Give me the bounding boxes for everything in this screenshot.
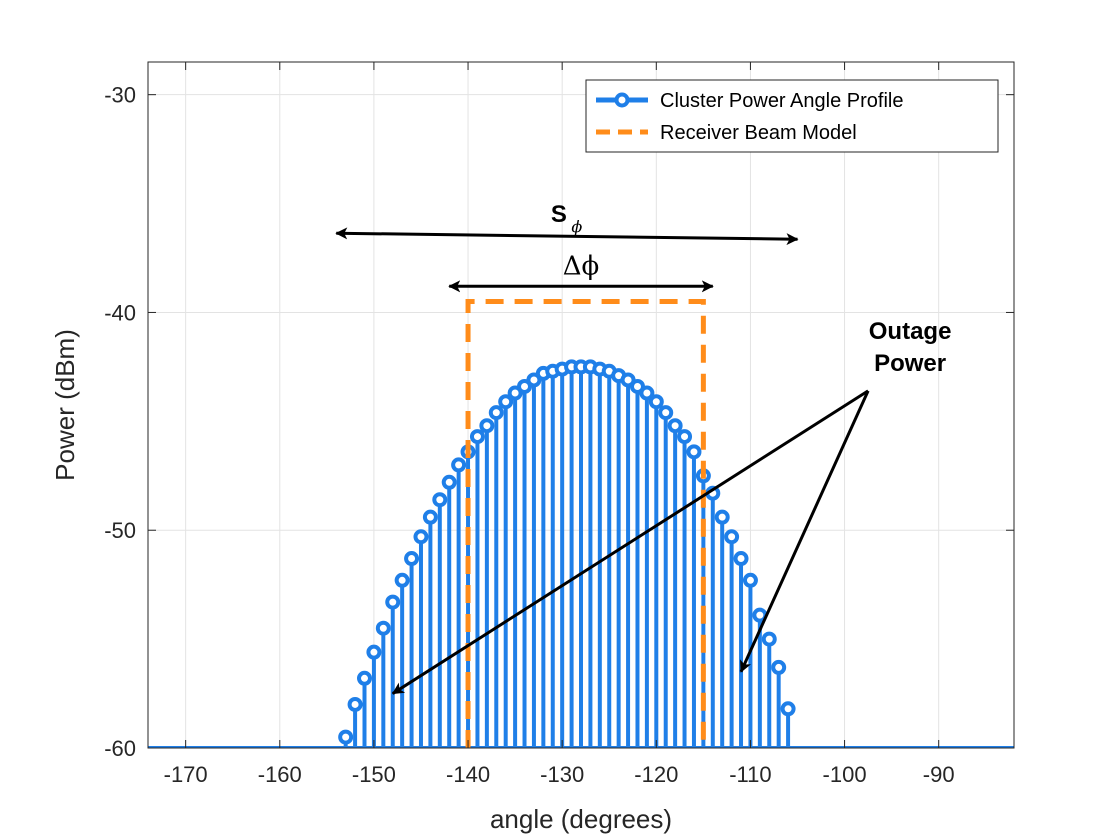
stem-marker [629,378,645,394]
stem-marker [479,418,495,434]
y-axis-label: Power (dBm) [50,329,80,481]
stem-marker [488,405,504,421]
stem-marker [677,429,693,445]
stem-marker [422,509,438,525]
legend-label-beam: Receiver Beam Model [660,122,857,144]
outage-arrow [391,389,869,695]
stem-marker [517,378,533,394]
x-tick-label: -100 [823,762,867,787]
x-tick-label: -90 [923,762,955,787]
x-tick-label: -120 [634,762,678,787]
stem-series [148,359,1014,748]
stem-marker [375,620,391,636]
x-tick-label: -140 [446,762,490,787]
stem-marker [507,385,523,401]
stem-marker [771,659,787,675]
stem-marker [394,572,410,588]
x-tick-label: -160 [258,762,302,787]
legend-swatch-marker [614,92,630,108]
stem-marker [667,418,683,434]
stem-marker [357,670,372,686]
delta-phi-label: Δϕ [563,251,600,281]
outage-label-line2: Power [874,350,946,377]
stem-marker [338,729,354,745]
x-axis-label: angle (degrees) [490,804,672,834]
y-tick-label: -30 [104,83,136,108]
outage-arrow [739,390,870,673]
stem-marker [526,372,542,388]
x-axis-ticks: -170 -160 -150 -140 -130 -120 -110 -100 -90 [164,62,955,787]
s-phi-subscript: ϕ [571,217,582,236]
x-tick-label: -170 [164,762,208,787]
y-tick-label: -60 [104,736,136,761]
stem-marker [404,551,420,567]
x-tick-label: -130 [540,762,584,787]
stem-marker [733,551,749,567]
y-axis-ticks: -60 -50 -40 -30 [104,83,1014,761]
outage-label-line1: Outage [869,318,952,345]
stem-marker [686,444,702,460]
stem-marker [742,572,758,588]
stem-marker [714,509,730,525]
stem-marker [366,644,382,660]
stem-marker [648,394,664,410]
y-tick-label: -50 [104,518,136,543]
stem-marker [385,594,401,610]
beam-series [465,299,706,748]
beam-line [465,299,706,748]
s-phi-label: S [551,201,567,228]
stem-marker [658,405,674,421]
stem-marker [780,701,796,717]
stem-marker [451,457,467,473]
plot-frame [147,61,1015,749]
stem-marker [441,474,457,490]
x-tick-label: -150 [352,762,396,787]
stem-marker [761,631,777,647]
legend-box [585,79,999,153]
x-tick-label: -110 [729,762,771,787]
stem-marker [724,529,740,545]
stem-marker [469,429,485,445]
s-phi-arrow [335,227,799,246]
y-tick-label: -40 [104,300,136,325]
stem-marker [498,394,514,410]
legend-label-cluster: Cluster Power Angle Profile [660,90,903,112]
legend: Cluster Power Angle Profile Receiver Beam… [585,79,999,153]
stem-marker [639,385,655,401]
stem-marker [432,492,448,508]
stem-marker [347,696,363,712]
stem-marker [413,529,429,545]
stem-marker [620,372,636,388]
